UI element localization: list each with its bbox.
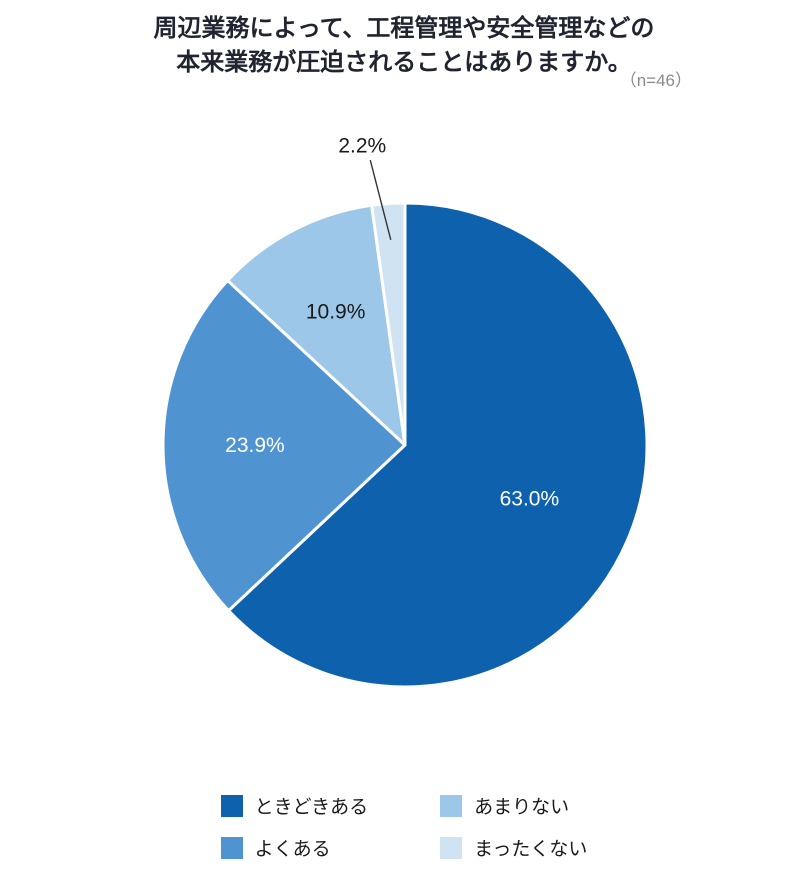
legend-swatch (220, 836, 243, 859)
slice-percent-label: 2.2% (338, 135, 386, 158)
chart-title-line1: 周辺業務によって、工程管理や安全管理などの (153, 15, 655, 42)
legend-swatch (220, 794, 243, 817)
legend-swatch (440, 794, 463, 817)
legend-item-3: まったくない (440, 834, 587, 861)
chart-title-line2: 本来業務が圧迫されることはありますか。 (176, 49, 632, 77)
legend-item-1: よくある (220, 834, 368, 861)
pie-slice-0 (227, 201, 649, 689)
slice-percent-label: 10.9% (306, 300, 366, 323)
sample-size: （n=46） (619, 71, 692, 90)
legend-label: ときどきある (254, 797, 369, 818)
pie-chart: 63.0% 23.9% 10.9% 2.2% (161, 135, 649, 689)
legend-swatch (440, 836, 463, 859)
legend-label: よくある (254, 839, 331, 860)
pie-slice-2 (226, 203, 407, 447)
chart-legend: ときどきある よくある あまりないまったくない (0, 792, 808, 861)
pie-slice-1 (161, 278, 407, 613)
chart-title: 周辺業務によって、工程管理や安全管理などの 本来業務が圧迫されることはありますか… (0, 12, 808, 80)
slice-percent-label: 63.0% (500, 487, 560, 510)
legend-label: あまりない (474, 797, 570, 818)
legend-item-0: ときどきある (220, 792, 369, 819)
leader-line (369, 159, 392, 240)
slice-percent-label: 23.9% (225, 434, 285, 457)
legend-label: まったくない (474, 839, 588, 860)
legend-item-2: あまりない (440, 792, 587, 819)
pie-chart-area: 63.0% 23.9% 10.9% 2.2% (0, 100, 808, 795)
pie-slice-3 (370, 201, 407, 447)
